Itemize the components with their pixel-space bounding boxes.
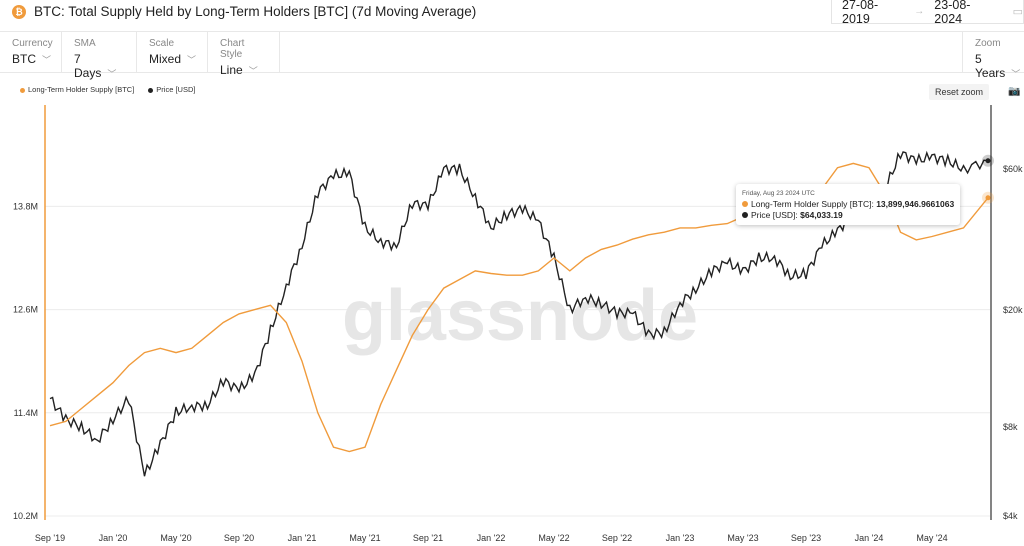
- left-axis-tick: 10.2M: [13, 511, 38, 521]
- currency-select[interactable]: Currency BTC ﹀: [0, 32, 62, 72]
- chevron-down-icon: ﹀: [42, 55, 52, 65]
- chevron-down-icon: ﹀: [1011, 69, 1021, 79]
- scale-select[interactable]: Scale Mixed ﹀: [137, 32, 208, 72]
- date-range-picker[interactable]: 27-08-2019 → 23-08-2024 ▭: [831, 0, 1024, 26]
- x-axis-tick: Jan '21: [288, 533, 317, 543]
- watermark: glassnode: [342, 276, 698, 356]
- price-line: [49, 150, 989, 477]
- x-axis-tick: Sep '20: [224, 533, 254, 543]
- legend-item-price[interactable]: Price [USD]: [148, 85, 195, 94]
- right-axis-tick: $20k: [1003, 305, 1023, 315]
- right-axis-tick: $4k: [1003, 511, 1018, 521]
- hover-point-price: [985, 158, 991, 164]
- right-axis-tick: $60k: [1003, 164, 1023, 174]
- x-axis-tick: Sep '22: [602, 533, 632, 543]
- left-axis-tick: 12.6M: [13, 305, 38, 315]
- chevron-down-icon: ﹀: [248, 66, 258, 76]
- date-to[interactable]: 23-08-2024: [934, 0, 971, 26]
- calendar-icon[interactable]: ▭: [1012, 6, 1023, 18]
- sma-select[interactable]: SMA 7 Days ﹀: [62, 32, 137, 80]
- legend-item-lth-supply[interactable]: Long-Term Holder Supply [BTC]: [20, 85, 134, 94]
- chart-legend: Long-Term Holder Supply [BTC] Price [USD…: [20, 85, 195, 94]
- x-axis-tick: May '21: [349, 533, 380, 543]
- x-axis-tick: Sep '21: [413, 533, 443, 543]
- bitcoin-icon: ₿: [12, 4, 26, 19]
- left-axis-tick: 11.4M: [14, 408, 38, 418]
- left-axis-tick: 13.8M: [13, 201, 38, 211]
- right-axis-tick: $8k: [1003, 422, 1018, 432]
- chevron-down-icon: ﹀: [187, 55, 197, 65]
- camera-icon[interactable]: 📷: [1008, 86, 1021, 97]
- x-axis-tick: Jan '23: [666, 533, 695, 543]
- chart-toolbar: Currency BTC ﹀ SMA 7 Days ﹀ Scale Mixed ﹀ Char…: [0, 31, 1024, 80]
- chart-title: ₿ BTC: Total Supply Held by Long-Term Ho…: [12, 4, 476, 19]
- hover-point-lth: [985, 195, 991, 201]
- x-axis-tick: May '23: [727, 533, 758, 543]
- arrow-right-icon: →: [914, 6, 925, 17]
- chart-plot[interactable]: 10.2M 11.4M 12.6M 13.8M $4k $8k $20k $60k Sep '1…: [0, 100, 1024, 546]
- x-axis-tick: May '22: [538, 533, 569, 543]
- chart-tooltip: Friday, Aug 23 2024 UTC Long-Term Holder…: [736, 184, 961, 225]
- chart-style-select[interactable]: Chart Style Line ﹀: [208, 32, 280, 77]
- reset-zoom-button[interactable]: Reset zoom: [929, 84, 990, 100]
- chevron-down-icon: ﹀: [107, 69, 117, 79]
- date-from[interactable]: 27-08-2019: [842, 0, 879, 26]
- x-axis-tick: May '20: [160, 533, 191, 543]
- x-axis-tick: Jan '22: [477, 533, 506, 543]
- x-axis-tick: May '24: [916, 533, 947, 543]
- x-axis-tick: Jan '24: [855, 533, 884, 543]
- x-axis-tick: Sep '19: [35, 533, 65, 543]
- x-axis-tick: Sep '23: [791, 533, 821, 543]
- x-axis-tick: Jan '20: [99, 533, 128, 543]
- zoom-select[interactable]: Zoom 5 Years ﹀: [962, 32, 1024, 80]
